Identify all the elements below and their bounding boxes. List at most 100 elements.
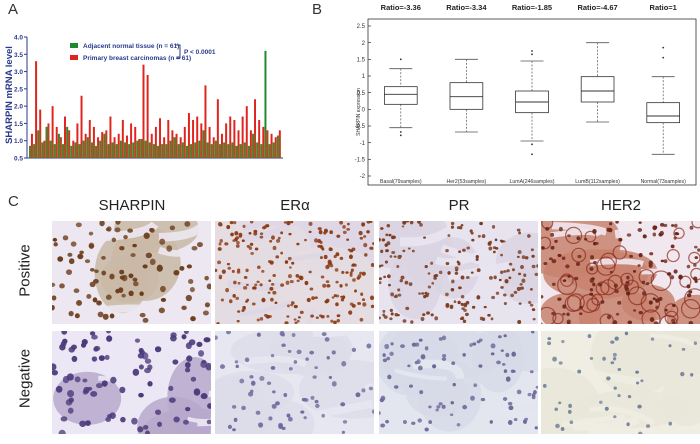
bar-overlap [124,142,128,158]
category-label: LumA(246samples) [510,179,555,185]
bar-overlap [132,142,137,158]
outlier-point [531,53,533,56]
bar-overlap [206,142,211,158]
y-tick-label: 2 [362,41,366,47]
bar-overlap [161,144,166,158]
box [580,76,615,103]
bar-tumor [196,116,199,158]
col-head-era: ERα [280,197,310,214]
histology-image [52,221,211,324]
y-tick-label: -2 [360,174,366,180]
y-tick-label: -1.5 [355,158,366,164]
box [646,102,680,124]
histology-image [541,331,700,434]
bar-tumor [167,119,170,158]
y-tick-label: -0.5 [355,124,366,130]
category-label: Basal(79samples) [380,179,422,185]
bar-tumor [109,116,112,158]
histology-image [541,221,700,324]
y-tick-label: 1.5 [357,58,366,64]
bar-overlap [190,144,195,158]
bar-overlap [74,142,79,158]
bar-overlap [272,142,277,158]
bar-overlap [252,133,257,158]
col-head-pr: PR [448,197,470,214]
bar-overlap [256,142,261,158]
y-tick-label: 0.5 [14,156,23,163]
y-tick-label: 3.5 [14,52,23,59]
bar-tumor [154,126,157,158]
bar-overlap [227,144,232,158]
bar-overlap [29,145,33,158]
bar-overlap [86,137,91,158]
box [449,82,484,110]
ihc-pr-negative [379,331,538,434]
bar-overlap [95,145,100,158]
bar-overlap [41,142,46,158]
outlier-point [531,153,533,156]
bar-tumor [229,116,232,158]
bar-overlap [45,126,50,158]
bar-tumor [192,119,195,158]
bar-tumor [262,126,265,158]
panel-a-bars [29,50,281,159]
bar-overlap [223,142,228,158]
bar-overlap [37,130,42,158]
bar-overlap [247,145,252,158]
legend-bracket [176,44,181,59]
y-tick-label: 2.5 [357,24,366,30]
bar-overlap [136,140,141,158]
bar-tumor [159,118,161,158]
bar-overlap [78,144,83,158]
bar-overlap [202,130,207,158]
panel-letter-a: A [8,1,19,18]
bar-tumor [258,119,261,158]
outlier-point [399,134,402,137]
bar-overlap [103,133,108,158]
y-tick-label: 2.5 [14,86,23,93]
outlier-point [399,58,402,61]
histology-image [379,331,538,434]
legend-label-normal: Adjacent normal tissue (n = 61) [83,43,179,50]
bar-tumor [216,99,219,158]
bar-tumor [64,116,66,158]
ihc-her2-negative [541,331,700,434]
bar-overlap [90,142,95,158]
ihc-sharpin-positive [52,221,211,324]
bar-overlap [82,140,87,158]
bar-overlap [157,145,161,158]
bar-overlap [99,140,104,158]
bar-overlap [264,130,269,158]
bar-overlap [173,137,178,158]
panel-a-bar-chart: SHARPIN mRNA level 0.5 1.0 1.5 2.0 2.5 3.0 3.5… [4,35,283,163]
histology-image [379,221,538,324]
bar-tumor [80,95,83,158]
bar-overlap [231,142,236,158]
bar-tumor [142,64,145,158]
bar-overlap [260,144,265,158]
bar-overlap [243,142,248,158]
outlier-point [531,143,533,146]
panel-b-axis: -2 -1.5 -1 -0.5 0 0.5 1 1.5 2 2.5 [355,24,371,180]
bar-overlap [214,140,219,158]
bar-overlap [62,144,66,158]
bar-overlap [235,145,240,158]
histology-image [52,331,211,434]
bar-overlap [239,144,244,158]
bar-tumor [187,113,190,158]
bar-tumor [237,130,240,158]
bar-overlap [181,142,186,158]
ihc-era-positive [215,221,374,324]
bar-overlap [49,140,54,158]
y-tick-label: 0.5 [357,91,366,97]
panel-b-boxes: Basal(79samples) Her2(53samples) LumA(246s… [380,42,686,185]
bar-overlap [128,144,133,158]
bar-tumor [204,85,207,158]
bar-tumor [146,75,149,158]
bar-tumor [225,123,228,158]
panel-b-ratio-labels: Ratio=-3.36 Ratio=-3.34 Ratio=-1.85 Ratio=-… [381,3,677,12]
bar-overlap [70,145,75,158]
outlier-point [662,56,665,59]
bar-normal [264,50,267,159]
ratio-label: Ratio=-3.34 [446,3,487,12]
